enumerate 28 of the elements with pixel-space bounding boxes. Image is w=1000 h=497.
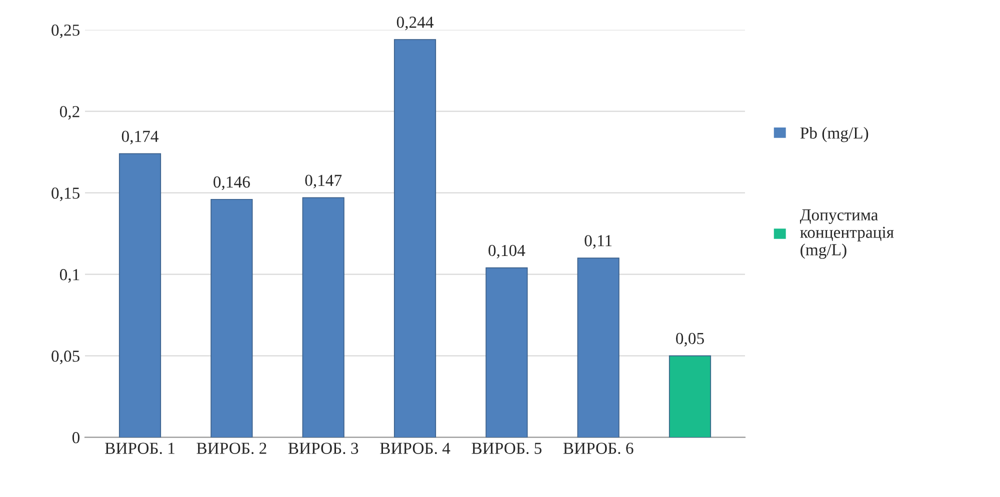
bar bbox=[302, 197, 344, 438]
y-tick-label: 0,2 bbox=[60, 106, 80, 120]
data-label: 0,174 bbox=[122, 130, 158, 144]
bar bbox=[668, 355, 712, 438]
bar bbox=[118, 153, 162, 438]
bar bbox=[394, 39, 436, 438]
x-tick-label: ВИРОБ. 4 bbox=[380, 442, 450, 454]
x-tick-label: ВИРОБ. 2 bbox=[196, 442, 266, 454]
bar bbox=[210, 198, 253, 438]
x-tick-label: ВИРОБ. 6 bbox=[563, 442, 634, 454]
y-tick-label: 0,25 bbox=[52, 24, 80, 38]
x-tick-label: ВИРОБ. 5 bbox=[472, 442, 542, 454]
data-label: 0,05 bbox=[676, 332, 704, 347]
legend-label: Pb (mg/L) bbox=[800, 126, 868, 142]
y-tick-label: 0 bbox=[72, 432, 80, 444]
data-label: 0,11 bbox=[584, 235, 612, 249]
data-label: 0,146 bbox=[214, 176, 250, 190]
legend-label: Допустима концентрація (mg/L) bbox=[800, 209, 894, 259]
data-label: 0,244 bbox=[396, 16, 434, 30]
bar bbox=[486, 267, 528, 438]
data-label: 0,104 bbox=[488, 244, 526, 259]
bar bbox=[577, 258, 620, 438]
data-label: 0,147 bbox=[305, 174, 342, 188]
y-tick-label: 0,1 bbox=[60, 269, 80, 283]
y-tick-label: 0,05 bbox=[52, 350, 80, 364]
x-tick-label: ВИРОБ. 3 bbox=[288, 442, 358, 454]
x-tick-label: ВИРОБ. 1 bbox=[105, 442, 174, 454]
y-tick-label: 0,15 bbox=[52, 188, 80, 202]
